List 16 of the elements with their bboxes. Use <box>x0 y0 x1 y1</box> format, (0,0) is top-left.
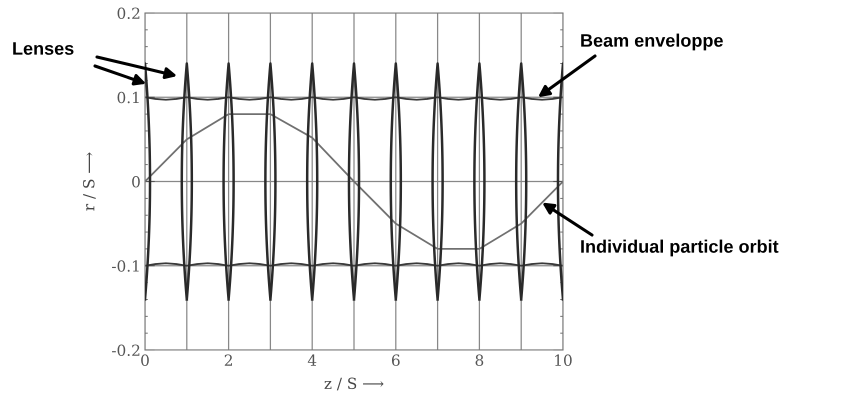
x-tick-label: 6 <box>392 354 400 366</box>
x-tick-label: 10 <box>555 354 572 366</box>
text: Lenses <box>13 42 74 55</box>
y-axis-title: r / S ⟶ <box>82 152 96 211</box>
y-tick-label: 0.1 <box>118 92 139 104</box>
y-tick-label: -0.2 <box>112 344 140 356</box>
y-tick-label: 0 <box>132 176 140 188</box>
annotation: Individual particle orbit <box>581 240 778 256</box>
annotation: Beam enveloppe <box>581 34 723 50</box>
y-tick-label: 0.2 <box>118 7 140 20</box>
x-tick-label: 2 <box>224 354 232 366</box>
x-tick-label: 4 <box>308 354 316 366</box>
x-tick-label: 8 <box>476 354 484 366</box>
x-axis-title: z / S ⟶ <box>324 378 384 390</box>
y-tick-label: -0.1 <box>112 260 139 272</box>
x-tick-label: 0 <box>141 354 149 366</box>
